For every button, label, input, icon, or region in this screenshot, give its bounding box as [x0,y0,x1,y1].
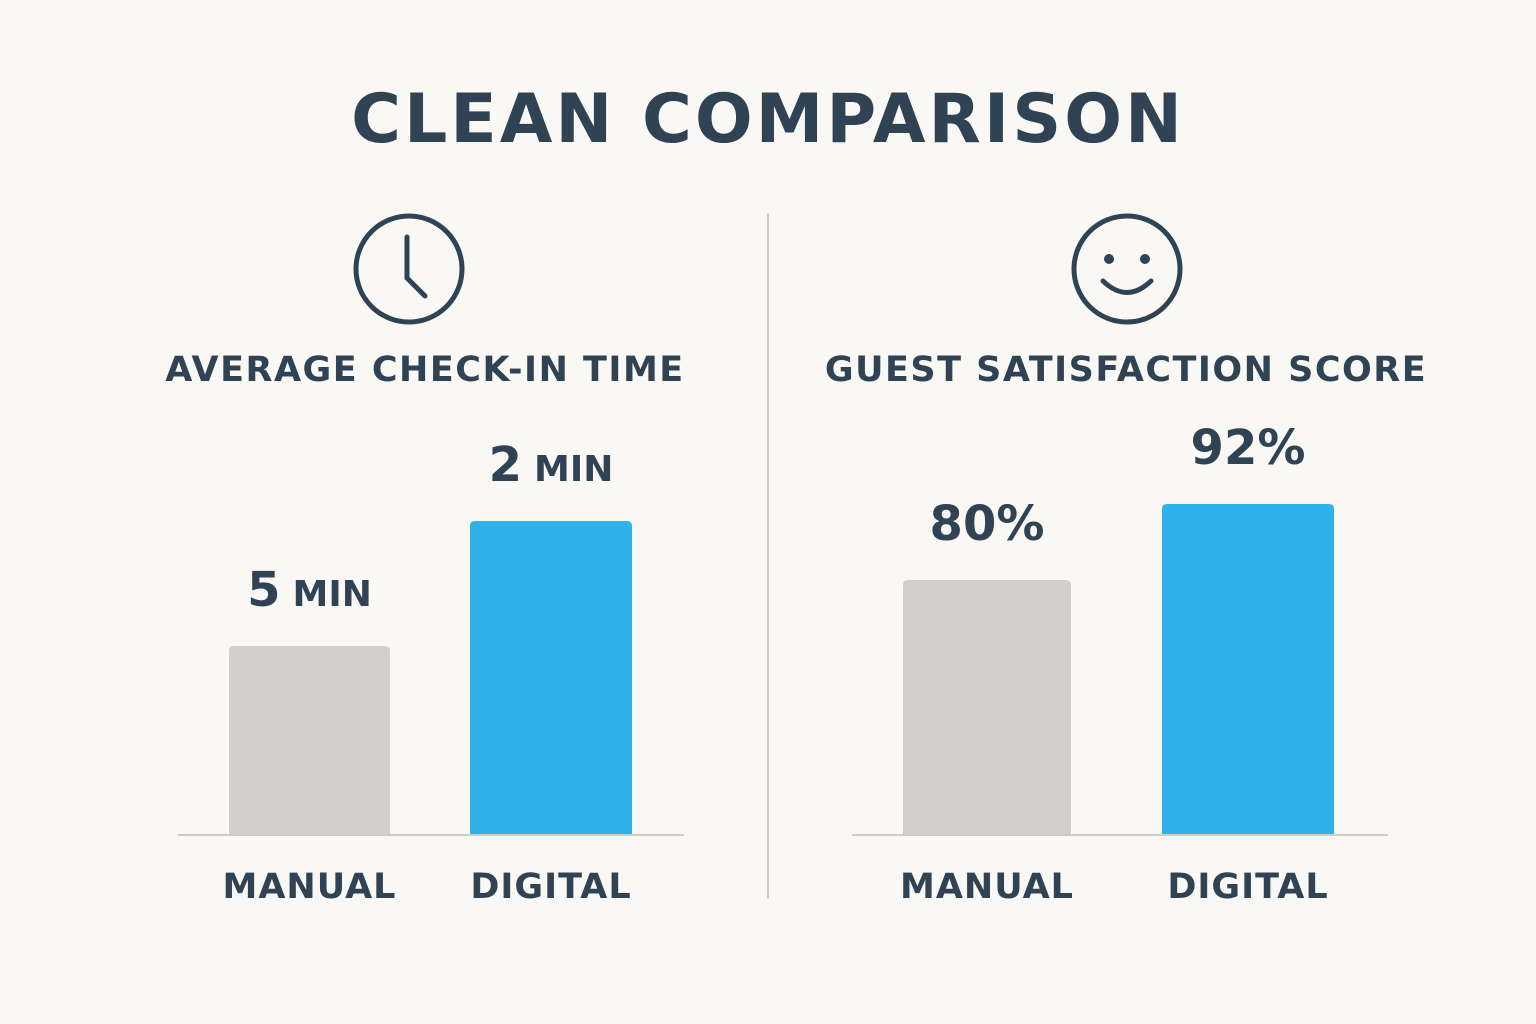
page-title: CLEAN COMPARISON [351,80,1185,159]
value-label: 2 MIN [489,437,614,493]
smiley-face-icon [1071,213,1183,325]
clock-icon [353,213,465,325]
category-label-digital: DIGITAL [470,867,631,907]
value-label: 80% [930,496,1045,552]
bar-manual [229,646,390,834]
category-label-digital: DIGITAL [1167,867,1328,907]
guest-satisfaction-title: GUEST SATISFACTION SCORE [824,350,1428,390]
bar-manual [903,580,1071,834]
category-label-manual: MANUAL [223,867,397,907]
value-label: 92% [1191,420,1306,476]
chart-1: 80% MANUAL 92% DIGITAL [852,420,1388,907]
chart-0: 5 MIN MANUAL 2 MIN DIGITAL [178,437,684,907]
value-label: 5 MIN [247,562,372,618]
bar-digital [1162,504,1334,834]
bar-digital [470,521,632,834]
panel-divider [767,214,769,898]
check-in-time-title: AVERAGE CHECK-IN TIME [165,350,685,390]
category-label-manual: MANUAL [900,867,1074,907]
